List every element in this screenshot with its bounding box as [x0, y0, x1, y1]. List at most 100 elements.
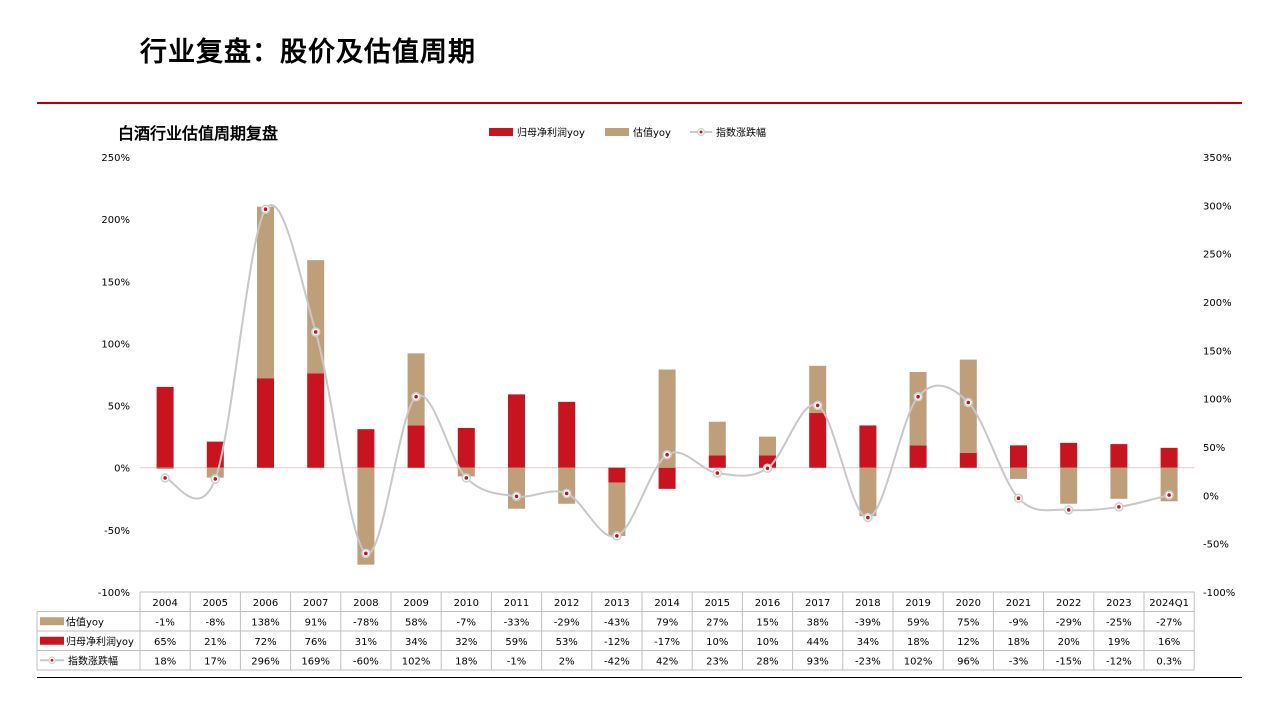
table-cell-value: 53%	[556, 637, 578, 648]
table-header-category: 2019	[905, 598, 930, 609]
legend-valuation-label: 估值yoy	[633, 126, 671, 139]
table-cell-value: 12%	[957, 637, 979, 648]
table-row-label: 估值yoy	[66, 615, 104, 628]
table-cell-value: 96%	[957, 656, 979, 667]
table-cell-value: 18%	[907, 637, 929, 648]
table-header-category: 2005	[203, 598, 228, 609]
left-axis-tick: 150%	[101, 277, 130, 288]
table-header-category: 2021	[1006, 598, 1031, 609]
table-cell-value: -12%	[1106, 656, 1132, 667]
table-row-swatch	[40, 636, 64, 645]
table-cell-value: 18%	[1007, 637, 1029, 648]
index-change-point-center	[263, 207, 268, 211]
table-cell-value: 76%	[305, 637, 327, 648]
table-cell-value: 16%	[1158, 637, 1180, 648]
index-change-point-center	[1066, 508, 1071, 512]
right-axis-tick: 0%	[1203, 491, 1219, 502]
valuation-yoy-bar	[759, 436, 776, 456]
index-change-point-center	[313, 330, 318, 334]
title-divider	[37, 102, 1242, 104]
valuation-yoy-bar	[1110, 467, 1128, 499]
table-cell-value: -27%	[1156, 617, 1182, 628]
table-cell-value: 72%	[254, 637, 276, 648]
index-change-point-center	[1167, 493, 1171, 497]
left-axis-tick: 200%	[101, 215, 130, 226]
valuation-yoy-bar	[357, 467, 375, 565]
index-change-point-center	[765, 466, 770, 471]
index-change-point-center	[1016, 496, 1021, 501]
right-axis-tick: 200%	[1203, 298, 1232, 309]
profit-yoy-bar	[809, 413, 827, 468]
valuation-yoy-bar	[859, 467, 877, 517]
valuation-yoy-bar	[1160, 467, 1178, 502]
table-cell-value: 169%	[301, 656, 330, 667]
table-cell-value: 18%	[154, 656, 176, 667]
legend-valuation-swatch	[605, 128, 629, 136]
table-header-category: 2016	[755, 598, 780, 609]
left-axis-tick: -50%	[104, 526, 130, 537]
index-change-point-center	[916, 394, 920, 399]
profit-yoy-bar	[959, 452, 977, 468]
table-cell-value: 15%	[756, 617, 778, 628]
table-header-category: 2018	[855, 598, 880, 609]
table-cell-value: 20%	[1058, 637, 1080, 648]
table-cell-value: -39%	[855, 617, 881, 628]
legend-profit-swatch	[489, 128, 513, 136]
table-header-category: 2013	[604, 598, 629, 609]
right-axis-tick: 100%	[1203, 395, 1232, 406]
legend-index-label: 指数涨跌幅	[716, 126, 766, 139]
table-cell-value: 2%	[559, 656, 575, 667]
index-change-point-center	[815, 403, 820, 408]
table-cell-value: -33%	[504, 617, 530, 628]
table-header-category: 2022	[1056, 598, 1081, 609]
valuation-yoy-bar	[156, 467, 174, 469]
table-header-category: 2023	[1106, 598, 1131, 609]
profit-yoy-bar	[508, 394, 525, 468]
table-cell-value: 38%	[807, 617, 829, 628]
table-cell-value: -25%	[1106, 617, 1132, 628]
table-header-category: 2011	[504, 598, 529, 609]
profit-yoy-bar	[1060, 442, 1078, 468]
table-cell-value: -43%	[604, 617, 630, 628]
table-header-category: 2012	[554, 598, 579, 609]
table-header-category: 2017	[805, 598, 830, 609]
table-cell-value: -29%	[1056, 617, 1082, 628]
table-header-category: 2015	[705, 598, 730, 609]
table-header-category: 2024Q1	[1149, 598, 1189, 609]
table-header-category: 2010	[454, 598, 479, 609]
right-axis-tick: 250%	[1203, 250, 1232, 261]
right-axis-tick: 150%	[1203, 346, 1232, 357]
table-cell-value: 28%	[756, 656, 778, 667]
index-change-point-center	[615, 534, 619, 538]
profit-yoy-bar	[708, 455, 726, 468]
index-change-point-center	[564, 491, 569, 496]
profit-yoy-bar	[457, 427, 475, 468]
table-cell-value: -17%	[654, 637, 680, 648]
valuation-yoy-bar	[407, 353, 425, 426]
valuation-yoy-bar	[1010, 467, 1027, 479]
footer-divider	[37, 677, 1242, 678]
index-change-point-center	[414, 394, 418, 399]
table-row-swatch	[40, 617, 64, 626]
table-header-category: 2004	[152, 598, 177, 609]
table-cell-value: -42%	[604, 656, 630, 667]
table-cell-value: 31%	[355, 637, 377, 648]
table-cell-value: 42%	[656, 656, 678, 667]
table-cell-value: 93%	[807, 656, 829, 667]
table-cell-value: 44%	[807, 637, 829, 648]
table-row-label: 指数涨跌幅	[68, 654, 118, 667]
table-cell-value: 91%	[305, 617, 327, 628]
profit-yoy-bar	[257, 378, 274, 468]
table-cell-value: 27%	[706, 617, 728, 628]
table-cell-value: 102%	[402, 656, 431, 667]
index-change-point-center	[665, 452, 669, 457]
index-change-point-center	[163, 476, 167, 480]
table-header-category: 2014	[654, 598, 679, 609]
profit-yoy-bar	[357, 429, 375, 468]
valuation-yoy-bar	[658, 369, 676, 468]
valuation-yoy-bar	[508, 467, 525, 509]
index-change-point-center	[866, 515, 870, 520]
table-cell-value: 19%	[1108, 637, 1130, 648]
right-axis-tick: 300%	[1203, 201, 1232, 212]
